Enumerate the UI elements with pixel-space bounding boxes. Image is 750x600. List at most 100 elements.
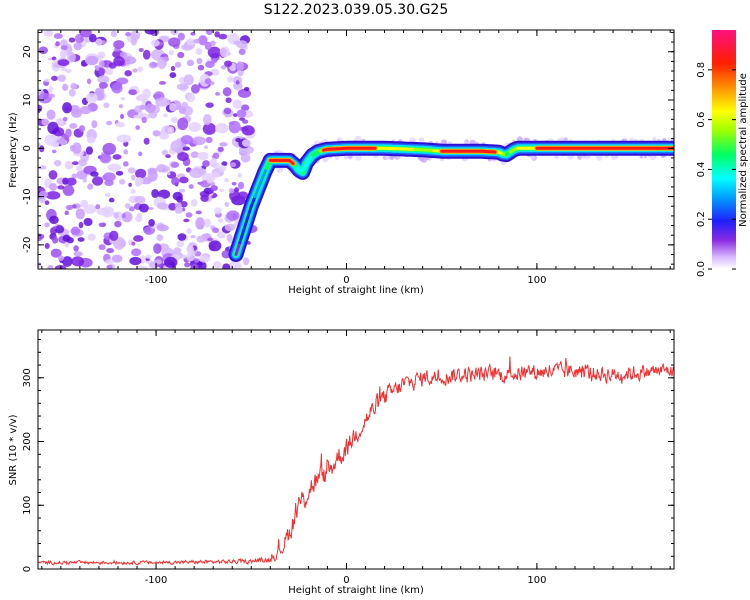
noise-blob — [212, 152, 220, 160]
noise-blob — [133, 114, 141, 119]
noise-blob — [69, 123, 78, 129]
noise-blob — [44, 242, 50, 250]
noise-blob — [170, 30, 179, 36]
noise-blob — [205, 136, 213, 144]
noise-blob — [241, 139, 252, 147]
noise-blob — [178, 188, 186, 193]
noise-blob — [65, 204, 74, 210]
noise-blob — [161, 149, 168, 156]
noise-blob — [153, 259, 162, 265]
noise-blob — [46, 109, 56, 120]
noise-blob — [157, 189, 171, 199]
noise-blob — [232, 99, 243, 109]
noise-blob — [51, 75, 58, 81]
noise-blob — [236, 109, 247, 118]
halo-speckle — [643, 155, 647, 159]
noise-blob — [189, 167, 204, 179]
noise-blob — [204, 41, 212, 51]
noise-blob — [91, 120, 98, 129]
y-tick-label: 0 — [22, 566, 33, 572]
noise-blob — [130, 189, 136, 194]
noise-blob — [238, 48, 246, 55]
noise-blob — [153, 243, 162, 254]
noise-blob — [131, 248, 142, 257]
noise-blob — [75, 208, 85, 220]
noise-blob — [108, 197, 115, 203]
noise-blob — [147, 169, 158, 182]
halo-speckle — [530, 155, 535, 160]
noise-blob — [185, 92, 196, 103]
noise-blob — [177, 51, 185, 59]
noise-blob — [44, 78, 51, 83]
noise-blob — [105, 67, 114, 76]
noise-blob — [48, 57, 53, 61]
y-tick-label: -20 — [22, 237, 33, 253]
noise-blob — [71, 256, 85, 267]
noise-blob — [41, 118, 50, 126]
noise-blob — [237, 88, 252, 99]
noise-blob — [49, 183, 58, 191]
noise-blob — [133, 235, 144, 242]
noise-blob — [107, 163, 122, 172]
noise-blob — [148, 61, 158, 69]
noise-blob — [115, 121, 126, 128]
noise-blob — [186, 245, 195, 253]
x-tick-label: 100 — [527, 275, 546, 286]
noise-blob — [186, 252, 196, 262]
noise-blob — [224, 177, 229, 183]
noise-blob — [156, 202, 168, 210]
noise-blob — [203, 218, 212, 228]
noise-blob — [70, 82, 78, 90]
noise-blob — [242, 257, 250, 266]
noise-blob — [114, 220, 122, 228]
noise-blob — [214, 31, 220, 38]
noise-blob — [219, 142, 228, 147]
noise-blob — [185, 212, 193, 218]
y-tick-label: 300 — [22, 368, 33, 387]
noise-blob — [58, 255, 65, 261]
noise-blob — [222, 263, 231, 269]
noise-blob — [143, 137, 150, 145]
noise-blob — [145, 103, 156, 114]
noise-blob — [170, 65, 176, 72]
noise-blob — [170, 116, 178, 124]
noise-blob — [65, 177, 77, 186]
noise-blob — [78, 125, 86, 133]
x-tick-label: 100 — [527, 575, 546, 586]
noise-blob — [62, 185, 75, 196]
noise-blob — [38, 142, 41, 147]
noise-blob — [86, 136, 96, 144]
noise-blob — [71, 173, 78, 179]
noise-blob — [219, 48, 227, 55]
colorbar-tick-label: 0.2 — [696, 211, 707, 227]
noise-blob — [112, 154, 122, 160]
noise-blob — [111, 254, 123, 263]
noise-blob — [55, 118, 65, 125]
noise-blob — [142, 88, 151, 99]
noise-blob — [125, 31, 131, 37]
x-tick-label: -100 — [145, 575, 168, 586]
noise-blob — [98, 67, 106, 76]
noise-blob — [160, 125, 173, 135]
noise-blob — [43, 30, 54, 37]
noise-blob — [237, 191, 248, 200]
colorbar-gradient — [712, 30, 736, 269]
noise-blob — [73, 42, 83, 51]
noise-blob — [124, 70, 132, 77]
noise-blob — [217, 218, 224, 223]
noise-blob — [174, 61, 182, 68]
noise-blob — [188, 122, 202, 133]
noise-blob — [202, 122, 217, 135]
halo-speckle — [389, 155, 395, 161]
snr-panel: -100 0 100 0 100 200 300 Height of straight li… — [8, 329, 675, 596]
ridge-strong-segment — [440, 149, 497, 154]
noise-blob — [71, 161, 79, 166]
noise-blob — [190, 234, 196, 239]
noise-blob — [101, 40, 106, 45]
noise-blob — [205, 30, 214, 36]
noise-blob — [45, 191, 61, 200]
noise-blob — [222, 87, 232, 97]
noise-blob — [134, 195, 146, 204]
noise-blob — [184, 262, 191, 268]
noise-blob — [98, 60, 105, 69]
